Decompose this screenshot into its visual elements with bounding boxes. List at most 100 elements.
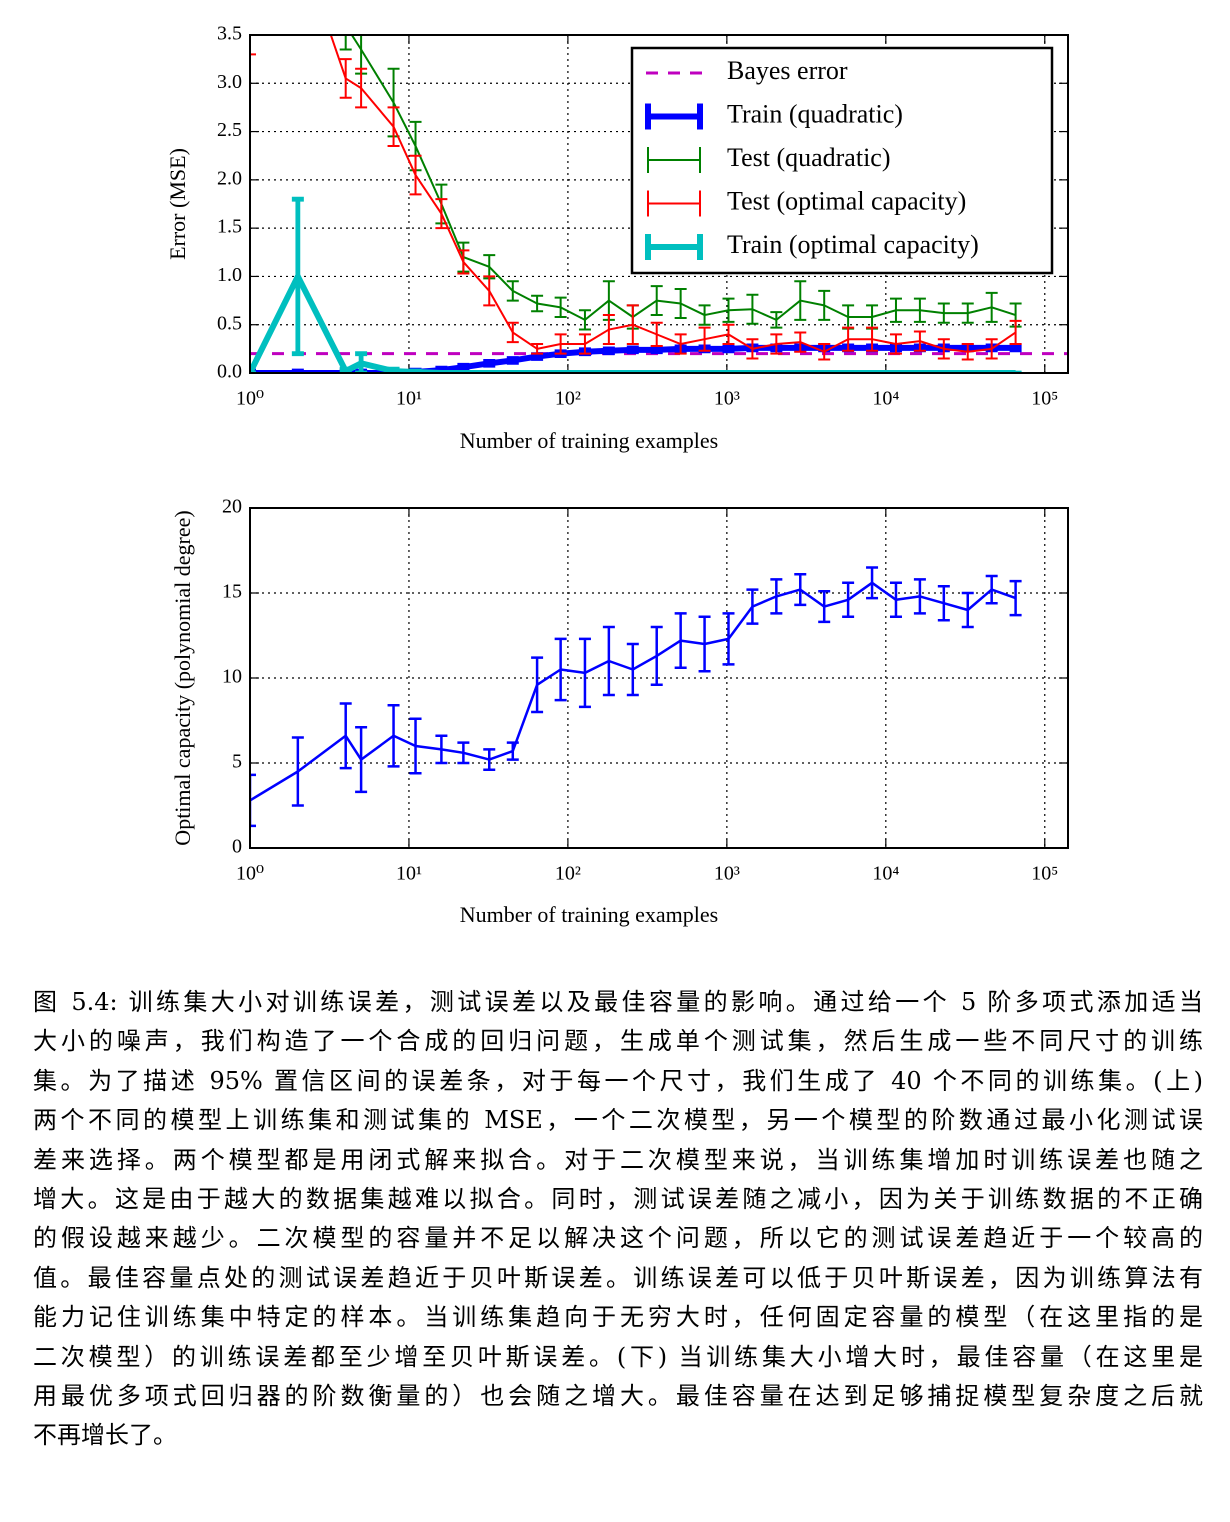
error-bar bbox=[506, 741, 519, 761]
error-bar bbox=[554, 333, 567, 355]
error-bar bbox=[889, 333, 902, 355]
error-bar bbox=[889, 581, 902, 619]
x-tick-label: 10² bbox=[555, 388, 581, 410]
error-bar bbox=[355, 67, 368, 109]
caption-line: 用最优多项式回归器的阶数衡量的）也会随之增大。最佳容量在达到足够捕捉模型复杂度之… bbox=[33, 1381, 1203, 1410]
error-bar bbox=[698, 326, 711, 352]
error-bar bbox=[250, 35, 256, 56]
error-bar bbox=[842, 326, 855, 352]
error-bar bbox=[626, 642, 639, 697]
error-bar bbox=[674, 333, 687, 355]
error-bar bbox=[889, 297, 902, 323]
error-bar bbox=[483, 748, 496, 772]
error-bar bbox=[794, 280, 807, 321]
error-bar bbox=[913, 578, 926, 615]
caption-line: 差来选择。两个模型都是用闭式解来拟合。对于二次模型来说，当训练集增加时训练误差也… bbox=[33, 1145, 1203, 1174]
legend: Bayes error Train (quadratic) Test (quadra… bbox=[630, 46, 1054, 275]
error-bar bbox=[578, 309, 591, 331]
error-bar bbox=[961, 302, 974, 324]
error-bar bbox=[387, 703, 400, 768]
error-bar bbox=[650, 321, 663, 347]
error-bar bbox=[722, 344, 735, 354]
x-axis-label: Number of training examples bbox=[460, 428, 718, 453]
caption-line: 增大。这是由于越大的数据集越难以拟合。同时，测试误差随之减小，因为关于训练数据的… bbox=[33, 1184, 1203, 1213]
legend-marker bbox=[647, 147, 701, 173]
x-tick-label: 10¹ bbox=[396, 388, 422, 410]
caption-line: 集。为了描述 95% 置信区间的误差条，对于每一个尺寸，我们生成了 40 个不同… bbox=[33, 1066, 1203, 1095]
error-bar bbox=[626, 345, 639, 355]
error-bar bbox=[250, 773, 256, 828]
x-tick-label: 10³ bbox=[714, 388, 740, 410]
error-bar bbox=[794, 331, 807, 353]
error-bar bbox=[483, 359, 496, 368]
error-bar bbox=[866, 566, 879, 600]
error-bar bbox=[985, 338, 998, 360]
legend-label: Test (quadratic) bbox=[727, 143, 891, 172]
legend-marker bbox=[645, 234, 703, 260]
caption-line: 值。最佳容量点处的测试误差趋近于贝叶斯误差。训练误差可以低于贝叶斯误差，因为训练… bbox=[33, 1263, 1203, 1292]
y-tick-label: 1.5 bbox=[217, 216, 242, 238]
y-axis-label: Error (MSE) bbox=[165, 148, 190, 260]
error-bar bbox=[339, 35, 352, 51]
error-bar bbox=[292, 0, 304, 16]
error-bar bbox=[409, 717, 422, 775]
error-bar bbox=[746, 338, 759, 360]
error-bar bbox=[435, 198, 448, 230]
error-bar bbox=[913, 330, 926, 352]
error-bar bbox=[578, 637, 591, 709]
error-bar bbox=[602, 625, 615, 697]
error-bar bbox=[602, 314, 615, 346]
error-bar bbox=[650, 285, 663, 317]
chart: 10⁰ 10¹ 10² 10³ 10⁴ 10⁵ 0.0 0.5 1.0 1.5 2.0 2.5 3.0 3… bbox=[165, 0, 1069, 453]
x-tick-label: 10³ bbox=[714, 863, 740, 885]
x-tick-label: 10⁵ bbox=[1031, 388, 1058, 410]
error-bar bbox=[746, 588, 759, 625]
error-bar bbox=[985, 291, 998, 323]
error-bar bbox=[698, 304, 711, 326]
error-bar bbox=[355, 726, 368, 794]
error-bar bbox=[506, 280, 519, 302]
caption: 图 5.4: 训练集大小对训练误差，测试误差以及最佳容量的影响。通过给一个 5 … bbox=[33, 983, 1203, 1456]
caption-line: 图 5.4: 训练集大小对训练误差，测试误差以及最佳容量的影响。通过给一个 5 … bbox=[33, 988, 1203, 1016]
error-bar bbox=[457, 741, 470, 765]
error-bar bbox=[339, 702, 352, 770]
error-bar bbox=[626, 304, 639, 346]
legend-marker bbox=[645, 103, 703, 130]
error-bar bbox=[722, 612, 735, 666]
error-bar bbox=[746, 293, 759, 325]
error-bar bbox=[355, 351, 368, 373]
x-axis-label: Number of training examples bbox=[460, 902, 718, 927]
error-bar bbox=[937, 302, 950, 324]
y-tick-label: 10 bbox=[222, 666, 242, 688]
legend-label: Bayes error bbox=[727, 56, 848, 85]
error-bar bbox=[554, 296, 567, 318]
error-bar bbox=[578, 333, 591, 355]
error-bar bbox=[961, 343, 974, 361]
y-tick-label: 0.0 bbox=[217, 361, 242, 383]
error-bar bbox=[842, 581, 855, 619]
figure: 10⁰ 10¹ 10² 10³ 10⁴ 10⁵ 0.0 0.5 1.0 1.5 2.0 2.5 3.0 3… bbox=[165, 0, 1069, 927]
y-tick-label: 2.5 bbox=[217, 119, 242, 141]
caption-line: 能力记住训练集中特定的样本。当训练集趋向于无穷大时，任何固定容量的模型（在这里指… bbox=[33, 1303, 1203, 1332]
legend-label: Train (optimal capacity) bbox=[727, 230, 979, 259]
y-tick-label: 20 bbox=[222, 496, 242, 518]
error-bar bbox=[409, 154, 422, 196]
legend-label: Test (optimal capacity) bbox=[727, 186, 966, 215]
error-bar bbox=[355, 35, 368, 75]
error-bar bbox=[961, 591, 974, 629]
error-bar bbox=[818, 590, 831, 624]
x-tick-label: 10⁰ bbox=[236, 863, 264, 885]
caption-line: 大小的噪声，我们构造了一个合成的回归问题，生成单个测试集，然后生成一些不同尺寸的… bbox=[33, 1027, 1203, 1056]
error-bar bbox=[985, 574, 998, 605]
error-bar bbox=[531, 343, 544, 355]
error-bar bbox=[937, 338, 950, 360]
y-tick-label: 3.5 bbox=[217, 23, 242, 45]
y-tick-label: 0 bbox=[232, 836, 242, 858]
error-bar bbox=[698, 615, 711, 673]
error-bar bbox=[770, 311, 783, 329]
caption-line: 的假设越来越少。二次模型的容量并不足以解决这个问题，所以它的测试误差趋近于一个较… bbox=[33, 1224, 1203, 1253]
x-tick-label: 10⁴ bbox=[872, 388, 899, 410]
y-tick-label: 1.0 bbox=[217, 264, 242, 286]
error-bar bbox=[457, 249, 470, 275]
